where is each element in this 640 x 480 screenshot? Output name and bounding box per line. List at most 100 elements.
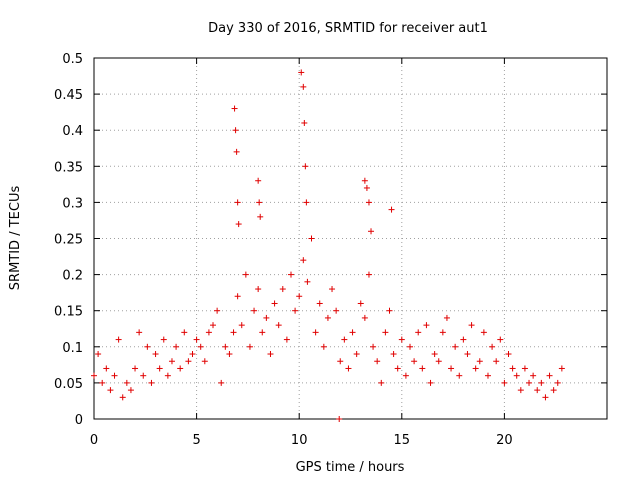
data-point xyxy=(415,329,422,336)
data-point xyxy=(271,300,278,307)
data-point xyxy=(394,365,401,372)
data-point xyxy=(484,372,491,379)
data-point xyxy=(349,329,356,336)
data-point xyxy=(279,286,286,293)
data-point xyxy=(476,358,483,365)
axis-ticks xyxy=(93,57,607,420)
y-tick-label: 0.15 xyxy=(54,305,83,320)
x-tick-label: 0 xyxy=(90,433,98,448)
data-point xyxy=(226,351,233,358)
y-tick-label: 0.35 xyxy=(54,160,83,175)
data-point xyxy=(542,394,549,401)
data-point xyxy=(267,351,274,358)
data-point xyxy=(497,336,504,343)
y-tick-label: 0.3 xyxy=(62,196,83,211)
y-tick-labels: 0 0.05 0.1 0.15 0.2 0.25 0.3 0.35 0.4 0.45 0.5 xyxy=(54,52,83,428)
data-point xyxy=(489,343,496,350)
data-point xyxy=(312,329,319,336)
data-point xyxy=(303,199,310,206)
data-point xyxy=(530,372,537,379)
data-point xyxy=(230,329,237,336)
data-point xyxy=(132,365,139,372)
data-point xyxy=(173,343,180,350)
data-point xyxy=(255,177,262,184)
data-point xyxy=(370,343,377,350)
data-point xyxy=(283,336,290,343)
data-point xyxy=(160,336,167,343)
data-point xyxy=(464,351,471,358)
x-tick-label: 20 xyxy=(496,433,513,448)
data-point xyxy=(300,83,307,90)
data-point xyxy=(320,343,327,350)
data-point xyxy=(329,286,336,293)
data-point xyxy=(119,394,126,401)
data-point xyxy=(509,365,516,372)
data-point xyxy=(218,379,225,386)
data-point xyxy=(546,372,553,379)
data-point xyxy=(164,372,171,379)
data-point xyxy=(378,379,385,386)
data-point xyxy=(255,286,262,293)
x-tick-label: 10 xyxy=(291,433,308,448)
data-point xyxy=(256,199,263,206)
data-point xyxy=(554,379,561,386)
data-point xyxy=(300,257,307,264)
y-tick-label: 0.45 xyxy=(54,88,83,103)
data-point xyxy=(365,271,372,278)
data-point xyxy=(526,379,533,386)
data-point xyxy=(136,329,143,336)
data-point xyxy=(333,307,340,314)
data-point xyxy=(233,148,240,155)
data-point xyxy=(468,322,475,329)
y-tick-label: 0.5 xyxy=(62,52,83,67)
data-point xyxy=(558,365,565,372)
data-point xyxy=(201,358,208,365)
data-point xyxy=(431,351,438,358)
data-point xyxy=(402,372,409,379)
data-point xyxy=(452,343,459,350)
data-point xyxy=(517,387,524,394)
grid-lines xyxy=(94,58,607,419)
data-point xyxy=(287,271,294,278)
data-point xyxy=(152,351,159,358)
data-point xyxy=(235,221,242,228)
data-point xyxy=(407,343,414,350)
data-point xyxy=(231,105,238,112)
data-point xyxy=(242,271,249,278)
data-points xyxy=(91,69,565,422)
data-point xyxy=(301,119,308,126)
data-point xyxy=(386,307,393,314)
data-point xyxy=(185,358,192,365)
data-point xyxy=(427,379,434,386)
data-point xyxy=(345,365,352,372)
data-point xyxy=(275,322,282,329)
data-point xyxy=(257,213,264,220)
data-point xyxy=(259,329,266,336)
data-point xyxy=(456,372,463,379)
data-point xyxy=(140,372,147,379)
data-point xyxy=(214,307,221,314)
data-point xyxy=(493,358,500,365)
data-point xyxy=(460,336,467,343)
data-point xyxy=(168,358,175,365)
y-tick-label: 0.25 xyxy=(54,233,83,248)
data-point xyxy=(111,372,118,379)
data-point xyxy=(197,343,204,350)
data-point xyxy=(388,206,395,213)
data-point xyxy=(210,322,217,329)
data-point xyxy=(374,358,381,365)
data-point xyxy=(423,322,430,329)
data-point xyxy=(337,358,344,365)
data-point xyxy=(156,365,163,372)
data-point xyxy=(251,307,258,314)
data-point xyxy=(353,351,360,358)
data-point xyxy=(439,329,446,336)
data-point xyxy=(222,343,229,350)
data-point xyxy=(472,365,479,372)
data-point xyxy=(123,379,130,386)
y-tick-label: 0.2 xyxy=(62,269,83,284)
y-tick-label: 0.05 xyxy=(54,377,83,392)
data-point xyxy=(443,314,450,321)
x-tick-label: 5 xyxy=(192,433,200,448)
